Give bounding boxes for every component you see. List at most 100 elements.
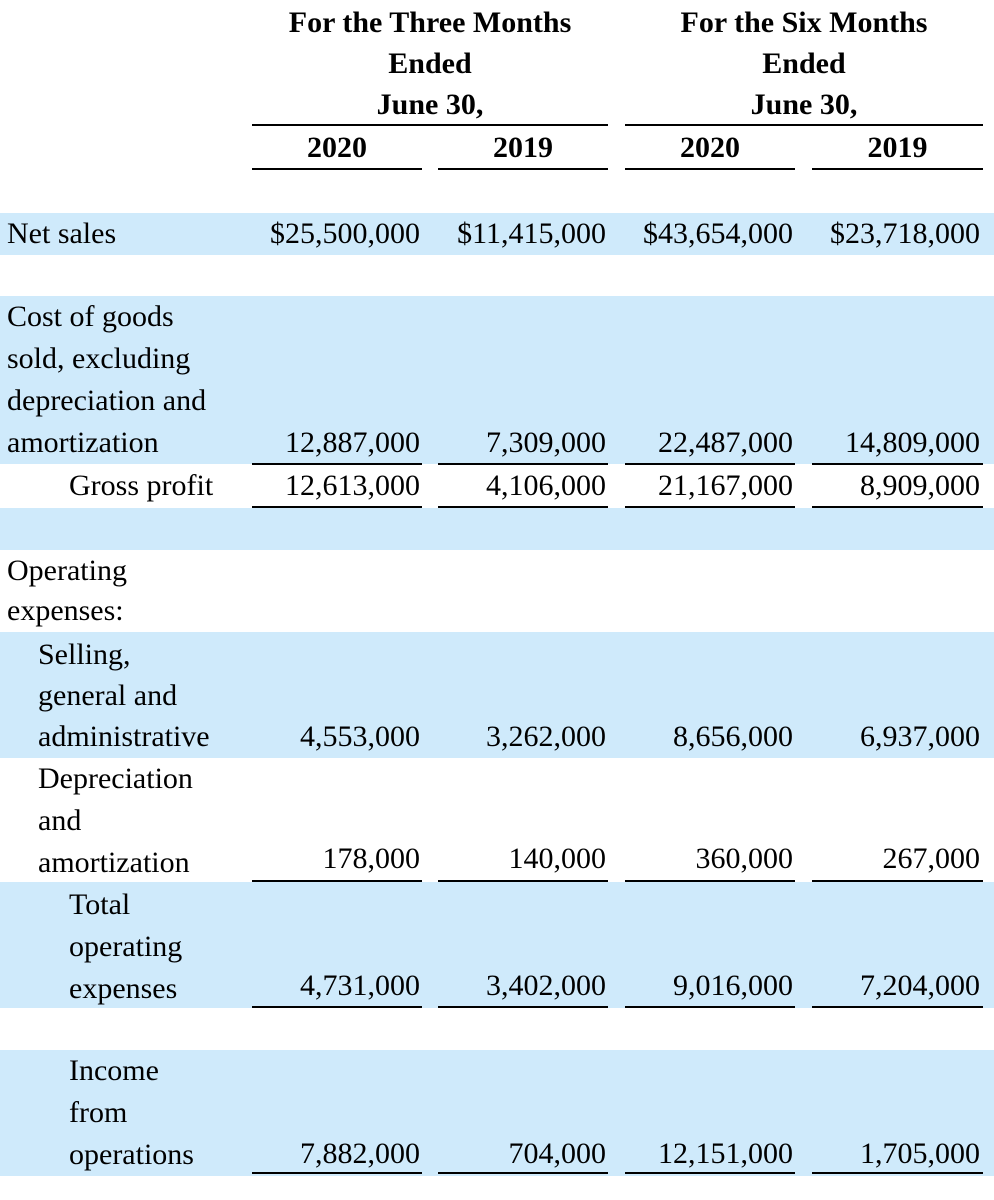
underline-gross-profit-4 <box>812 506 983 508</box>
value-3m-2019: 7,309,000 <box>486 426 606 459</box>
three-months-line-3: June 30, <box>376 88 484 121</box>
underline-da-4 <box>812 880 983 882</box>
underline-cogs-2 <box>438 463 608 465</box>
band-cogs <box>0 296 994 464</box>
row-sga: Selling, general and administrative 4,55… <box>0 632 994 758</box>
row-label-line-2: from <box>69 1096 128 1129</box>
value-3m-2020: 12,887,000 <box>285 426 420 459</box>
value-3m-2019: 4,106,000 <box>486 469 606 502</box>
year-rule-4 <box>812 168 983 170</box>
three-months-line-1: For the Three Months <box>288 6 572 39</box>
row-label-line-4: amortization <box>7 426 159 459</box>
row-label: Net sales <box>7 217 117 250</box>
row-label: Gross profit <box>69 469 214 502</box>
year-header-2: 2019 <box>493 131 553 164</box>
year-header-4: 2019 <box>867 131 928 164</box>
value-6m-2019: 8,909,000 <box>860 469 980 502</box>
value-6m-2019: 6,937,000 <box>860 720 980 753</box>
value-3m-2019: 3,402,000 <box>486 969 606 1002</box>
value-6m-2019: 1,705,000 <box>860 1137 980 1170</box>
underline-income-ops-3 <box>625 1172 795 1174</box>
underline-total-opex-2 <box>438 1006 608 1008</box>
row-total-operating-expenses: Total operating expenses 4,731,000 3,402… <box>0 882 994 1008</box>
value-6m-2020: 9,016,000 <box>673 969 793 1002</box>
band-sga <box>0 632 994 758</box>
underline-da-1 <box>252 880 422 882</box>
row-label-line-1: Selling, <box>38 638 131 671</box>
year-header-3: 2020 <box>680 131 740 164</box>
six-months-rule <box>625 124 983 126</box>
row-label-line-1: Depreciation <box>38 762 193 795</box>
row-label-line-1: Income <box>69 1054 159 1087</box>
row-label-line-2: expenses: <box>7 594 124 627</box>
band-total-opex <box>0 882 994 1008</box>
value-6m-2020: $43,654,000 <box>643 217 793 250</box>
value-6m-2020: 12,151,000 <box>658 1137 793 1170</box>
six-months-line-1: For the Six Months <box>680 6 928 39</box>
value-6m-2019: 267,000 <box>882 842 981 875</box>
row-label-line-2: sold, excluding <box>7 342 191 375</box>
six-months-header: For the Six Months Ended June 30, <box>625 2 983 125</box>
value-3m-2020: 4,731,000 <box>300 969 420 1002</box>
row-label-line-3: administrative <box>38 720 210 753</box>
row-gross-profit: Gross profit 12,613,000 4,106,000 21,167… <box>0 465 994 507</box>
row-label-line-2: general and <box>38 679 178 712</box>
row-opex-heading: Operating expenses: <box>0 550 994 634</box>
band-net-sales <box>0 213 994 255</box>
three-months-line-2: Ended <box>388 47 472 80</box>
value-6m-2020: 360,000 <box>695 842 794 875</box>
value-3m-2019: 704,000 <box>508 1137 607 1170</box>
row-label-line-3: depreciation and <box>7 384 207 417</box>
underline-total-opex-4 <box>812 1006 983 1008</box>
value-6m-2020: 21,167,000 <box>658 469 793 502</box>
table-header: For the Three Months Ended June 30, For … <box>0 0 994 200</box>
value-6m-2020: 22,487,000 <box>658 426 793 459</box>
band-income-ops <box>0 1050 994 1176</box>
row-depreciation-amortization: Depreciation and amortization 178,000 14… <box>0 758 994 882</box>
value-3m-2019: 140,000 <box>508 842 607 875</box>
value-3m-2020: $25,500,000 <box>270 217 420 250</box>
row-label-line-1: Cost of goods <box>7 300 174 333</box>
year-header-1: 2020 <box>307 131 367 164</box>
row-label-line-1: Total <box>69 888 131 921</box>
underline-gross-profit-2 <box>438 506 608 508</box>
underline-cogs-4 <box>812 463 983 465</box>
underline-gross-profit-3 <box>625 506 795 508</box>
underline-da-3 <box>625 880 795 882</box>
row-income-from-operations: Income from operations 7,882,000 704,000… <box>0 1050 994 1176</box>
row-label-line-2: operating <box>69 930 183 963</box>
value-3m-2019: 3,262,000 <box>486 720 606 753</box>
underline-total-opex-1 <box>252 1006 422 1008</box>
underline-total-opex-3 <box>625 1006 795 1008</box>
value-6m-2019: 14,809,000 <box>845 426 980 459</box>
underline-income-ops-1 <box>252 1172 422 1174</box>
row-label-line-2: and <box>38 804 82 837</box>
year-rule-3 <box>625 168 795 170</box>
underline-da-2 <box>438 880 608 882</box>
three-months-rule <box>252 124 608 126</box>
row-cogs: Cost of goods sold, excluding depreciati… <box>0 296 994 464</box>
row-label-line-3: amortization <box>38 846 190 879</box>
underline-cogs-1 <box>252 463 422 465</box>
value-3m-2020: 4,553,000 <box>300 720 420 753</box>
row-label-line-3: operations <box>69 1138 194 1171</box>
year-rule-2 <box>438 168 608 170</box>
underline-income-ops-2 <box>438 1172 608 1174</box>
row-net-sales: Net sales $25,500,000 $11,415,000 $43,65… <box>0 213 994 255</box>
band-spacer <box>0 508 994 550</box>
value-6m-2019: $23,718,000 <box>830 217 980 250</box>
value-3m-2020: 7,882,000 <box>300 1137 420 1170</box>
value-3m-2020: 12,613,000 <box>285 469 420 502</box>
row-label-line-1: Operating <box>7 554 127 587</box>
value-3m-2020: 178,000 <box>322 842 421 875</box>
value-6m-2019: 7,204,000 <box>860 969 980 1002</box>
underline-cogs-3 <box>625 463 795 465</box>
value-6m-2020: 8,656,000 <box>673 720 793 753</box>
year-rule-1 <box>252 168 422 170</box>
six-months-line-2: Ended <box>762 47 846 80</box>
underline-income-ops-4 <box>812 1172 983 1174</box>
underline-gross-profit-1 <box>252 506 422 508</box>
row-label-line-3: expenses <box>69 972 178 1005</box>
three-months-header: For the Three Months Ended June 30, <box>252 2 608 125</box>
value-3m-2019: $11,415,000 <box>457 217 606 250</box>
